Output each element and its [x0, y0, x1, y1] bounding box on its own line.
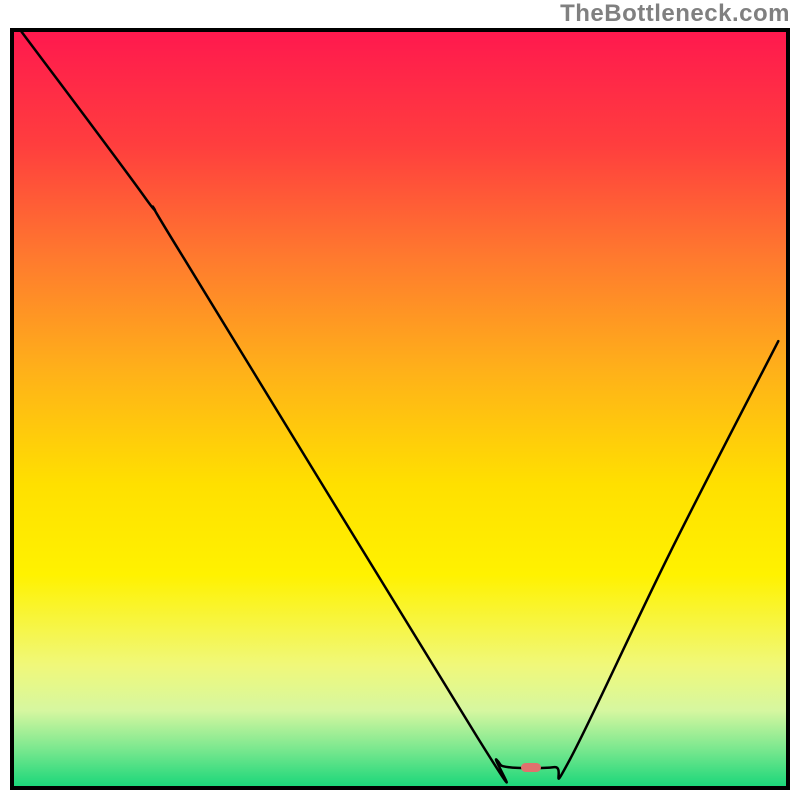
- canvas: TheBottleneck.com: [0, 0, 800, 800]
- watermark-text: TheBottleneck.com: [560, 0, 790, 28]
- chart-frame: [10, 28, 790, 790]
